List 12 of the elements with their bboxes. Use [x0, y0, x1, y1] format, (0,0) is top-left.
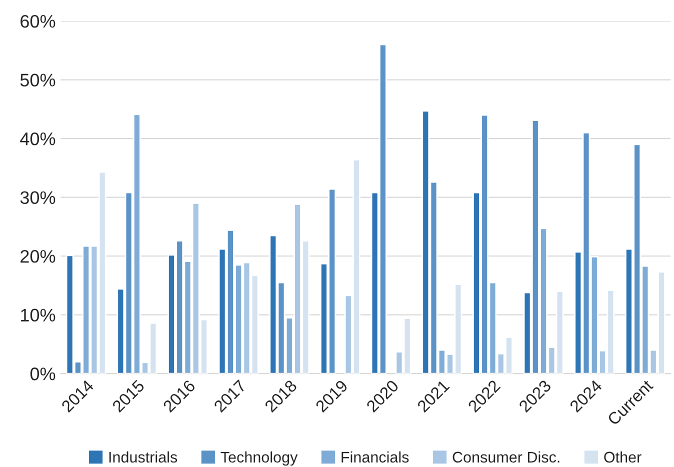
- legend-label: Technology: [220, 451, 298, 466]
- legend-label: Other: [604, 451, 642, 463]
- legend-label: Industrials: [109, 451, 178, 463]
- y-tick-label: 60%: [20, 14, 56, 28]
- y-tick-label: 0%: [30, 368, 56, 380]
- y-tick-label: 50%: [20, 74, 56, 86]
- y-tick-label: 40%: [20, 132, 56, 146]
- y-tick-label: 30%: [20, 191, 56, 204]
- y-tick-label: 10%: [21, 308, 56, 322]
- legend-label: Consumer Disc.: [452, 451, 560, 463]
- y-tick-label: 20%: [20, 250, 56, 263]
- legend-label: Financials: [342, 451, 409, 463]
